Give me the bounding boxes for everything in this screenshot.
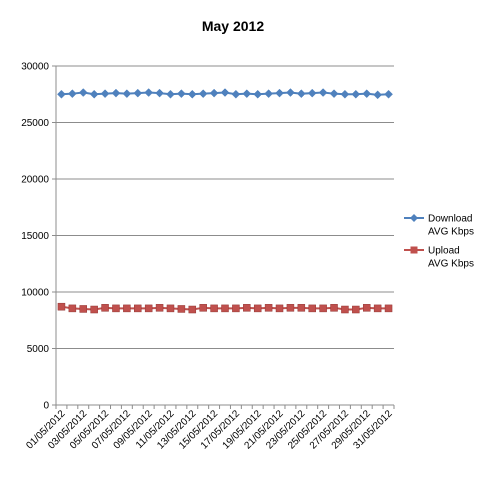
data-point (155, 88, 164, 98)
data-point (220, 88, 230, 97)
data-point (166, 89, 175, 99)
data-point (89, 89, 99, 99)
data-point (79, 305, 88, 313)
data-point (133, 88, 143, 98)
y-axis-ticks: 0 5000 10000 15000 20000 25000 30000 (21, 62, 56, 412)
data-point (253, 304, 262, 313)
data-point (243, 304, 251, 312)
legend-item: Download AVG Kbps (404, 214, 474, 238)
chart-title: May 2012 (202, 18, 264, 34)
data-point (286, 304, 295, 312)
data-point (231, 89, 241, 99)
legend-marker (410, 246, 418, 254)
data-point (319, 304, 327, 313)
data-point (275, 88, 284, 98)
data-point (341, 305, 349, 314)
data-point (253, 89, 263, 99)
y-tick-label: 25000 (21, 118, 49, 129)
data-point (199, 304, 207, 312)
data-point (111, 88, 121, 98)
legend-label: Download AVG Kbps (428, 214, 474, 238)
data-point (384, 89, 393, 99)
y-tick-label: 5000 (27, 344, 50, 355)
y-tick-label: 15000 (21, 231, 49, 242)
y-tick-label: 20000 (21, 175, 49, 186)
data-point (286, 88, 295, 97)
data-point (297, 304, 306, 312)
data-point (68, 304, 77, 313)
data-point (318, 88, 328, 97)
data-point (177, 305, 186, 313)
data-point (264, 304, 273, 312)
data-point (78, 88, 88, 97)
data-point (264, 89, 273, 99)
series-download (57, 88, 393, 100)
data-point (68, 89, 77, 99)
data-point (198, 89, 208, 99)
data-point (362, 304, 371, 312)
data-point (330, 304, 338, 312)
data-point (275, 304, 284, 313)
x-axis-ticks: 01/05/201203/05/201205/05/201207/05/2012… (24, 405, 395, 452)
series-group (57, 88, 393, 314)
legend: Download AVG Kbps Upload AVG Kbps (404, 214, 474, 270)
data-point (340, 89, 350, 99)
data-point (166, 304, 175, 313)
y-tick-label: 10000 (21, 288, 49, 299)
data-point (221, 304, 229, 313)
data-point (384, 304, 393, 313)
legend-marker (410, 214, 418, 222)
data-point (351, 89, 361, 99)
data-point (188, 305, 197, 314)
y-tick-label: 0 (43, 401, 49, 412)
data-point (209, 88, 219, 98)
data-point (352, 305, 360, 314)
data-point (329, 89, 339, 99)
data-point (112, 304, 120, 313)
data-point (155, 304, 164, 312)
y-tick-label: 30000 (21, 62, 49, 73)
data-point (100, 89, 110, 99)
data-point (232, 304, 240, 313)
data-point (122, 89, 132, 99)
gridlines (56, 65, 394, 349)
legend-item: Upload AVG Kbps (404, 246, 474, 270)
legend-label: Upload AVG Kbps (428, 246, 474, 270)
data-point (144, 88, 154, 97)
data-point (90, 305, 98, 314)
data-point (57, 302, 66, 311)
data-point (373, 90, 382, 100)
data-point (362, 89, 372, 99)
data-point (210, 304, 218, 313)
data-point (242, 89, 252, 99)
data-point (187, 89, 197, 99)
data-point (57, 89, 66, 99)
data-point (177, 89, 186, 99)
data-point (134, 304, 142, 313)
data-point (144, 304, 153, 313)
data-point (101, 304, 109, 312)
series-upload (57, 302, 393, 314)
data-point (373, 304, 382, 313)
data-point (308, 304, 316, 313)
data-point (307, 88, 317, 98)
data-point (123, 304, 131, 313)
data-point (296, 89, 306, 99)
